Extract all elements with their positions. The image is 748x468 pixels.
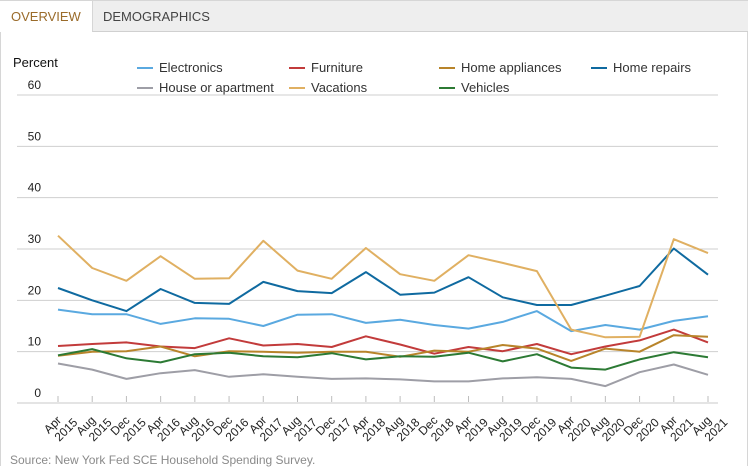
legend-label: Home appliances — [461, 60, 562, 75]
legend-item-vehicles: Vehicles — [439, 80, 509, 96]
y-tick-label: 30 — [28, 232, 42, 246]
x-axis-ticks: Apr2015Aug2015Dec2015Apr2016Aug2016Dec20… — [41, 396, 731, 444]
legend-label: Electronics — [159, 60, 223, 75]
y-tick-label: 20 — [28, 283, 42, 297]
legend-label: Vehicles — [461, 80, 510, 95]
legend-swatch-home-repairs — [591, 66, 607, 69]
series-line-home-repairs — [57, 247, 709, 313]
y-axis-ticks: 0 10 20 30 40 50 60 — [28, 78, 42, 400]
y-tick-label: 0 — [34, 386, 41, 400]
legend-swatch-house-or-apartment — [137, 86, 153, 89]
legend-label: Home repairs — [613, 60, 692, 75]
series-line-electronics — [57, 308, 709, 333]
tab-overview[interactable]: OVERVIEW — [0, 0, 92, 32]
legend-label: Vacations — [311, 80, 368, 95]
legend-label: House or apartment — [159, 80, 274, 95]
legend-item-electronics: Electronics — [137, 60, 223, 76]
legend-item-vacations: Vacations — [289, 80, 367, 96]
legend-item-home-repairs: Home repairs — [591, 60, 691, 76]
legend-swatch-vehicles — [439, 86, 455, 89]
series-lines — [57, 234, 709, 388]
series-line-home-appliances — [57, 334, 709, 362]
y-tick-label: 40 — [28, 181, 42, 195]
legend-item-home-appliances: Home appliances — [439, 60, 561, 76]
tab-bar: OVERVIEW DEMOGRAPHICS — [0, 0, 748, 32]
tab-demographics[interactable]: DEMOGRAPHICS — [92, 0, 748, 32]
y-tick-label: 60 — [28, 78, 42, 92]
y-tick-label: 50 — [28, 129, 42, 143]
legend-swatch-vacations — [289, 86, 305, 89]
legend-swatch-home-appliances — [439, 66, 455, 69]
y-axis-label: Percent — [13, 55, 58, 70]
series-line-furniture — [57, 328, 709, 356]
y-tick-label: 10 — [28, 335, 42, 349]
legend-swatch-electronics — [137, 66, 153, 69]
series-line-house-or-apartment — [57, 362, 709, 388]
series-line-vacations — [57, 234, 709, 339]
series-line-vehicles — [57, 348, 709, 371]
source-note: Source: New York Fed SCE Household Spend… — [10, 453, 316, 467]
legend-item-house-or-apartment: House or apartment — [137, 80, 274, 96]
legend-item-furniture: Furniture — [289, 60, 363, 76]
legend-label: Furniture — [311, 60, 364, 75]
legend-swatch-furniture — [289, 66, 305, 69]
